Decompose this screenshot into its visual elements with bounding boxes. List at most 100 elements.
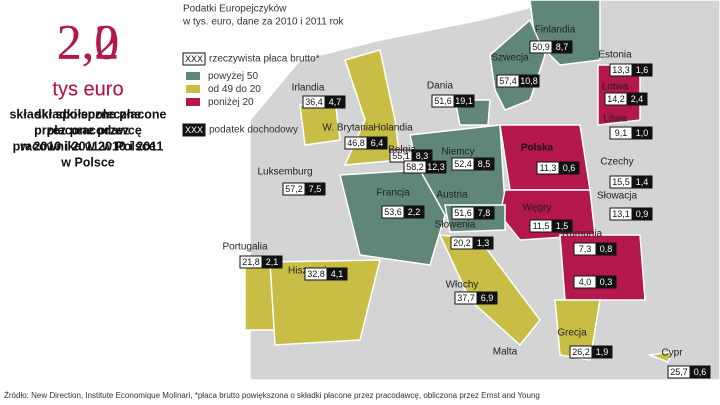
stat-value: 2,2 [57, 13, 120, 69]
stat-unit: tys euro [52, 78, 123, 100]
tax-value: 0,6 [563, 163, 576, 173]
wage-value: 52,4 [454, 159, 472, 169]
tax-box [631, 126, 653, 140]
tax-box [551, 219, 573, 233]
tax-value: 4,7 [329, 97, 342, 107]
wage-value: 57,2 [285, 184, 303, 194]
country-name: Węgry [523, 203, 552, 214]
wage-value: 50,9 [532, 42, 550, 52]
tax-box [261, 255, 283, 269]
tax-box [403, 205, 425, 219]
tax-value: 12,3 [427, 162, 445, 172]
legend-swatch [186, 85, 200, 93]
tax-box [326, 267, 348, 281]
tax-value: 19,1 [455, 96, 473, 106]
stat-desc: w 2010 i 2011 w Polsce [19, 139, 156, 153]
tax-value: XXX [185, 125, 203, 135]
country-name: Portugalia [222, 242, 267, 253]
tax-box [472, 236, 494, 250]
wage-value: 53,6 [384, 207, 402, 217]
wage-value: 26,2 [572, 347, 590, 357]
wage-value: 57,4 [499, 76, 517, 86]
tax-value: 1,3 [477, 238, 490, 248]
tax-value: 10,8 [520, 76, 538, 86]
country-name: Łotwa [602, 82, 629, 93]
wage-value: XXX [185, 54, 203, 64]
tax-box [595, 275, 617, 289]
title: Podatki Europejczyków [183, 4, 287, 15]
wage-value: 51,6 [434, 96, 452, 106]
tax-box [558, 161, 580, 175]
tax-value: 7,5 [309, 184, 322, 194]
stat-value: 2,0 [57, 13, 120, 69]
tax-box [304, 182, 326, 196]
wage-value: 51,6 [454, 208, 472, 218]
spain-shape [269, 259, 381, 346]
tax-box [473, 206, 495, 220]
tax-value: 1,5 [556, 221, 569, 231]
tax-value: 1,9 [596, 347, 609, 357]
source: Źródło: New Direction, Institute Economi… [4, 391, 540, 400]
wage-value: 55,1 [392, 151, 410, 161]
country-name: W. Brytania [322, 123, 374, 134]
country-name: Dania [427, 81, 454, 92]
tax-box [473, 157, 495, 171]
legend-swatch [186, 98, 200, 106]
country-name: Czechy [600, 157, 633, 168]
legend-label: podatek dochodowy [209, 125, 298, 136]
tax-value: 4,1 [331, 269, 344, 279]
stat-desc: pracownika w 2010 i 2011 [13, 139, 164, 153]
tax-box [689, 365, 711, 379]
legend-label: rzeczywista płaca brutto* [209, 54, 320, 65]
country-name: Francja [376, 188, 410, 199]
tax-box [631, 207, 653, 221]
stat-desc: składki społeczne płacone [9, 107, 166, 121]
wage-value: 4,0 [579, 277, 592, 287]
tax-box [591, 345, 613, 359]
subtitle: w tys. euro, dane za 2010 i 2011 rok [182, 17, 344, 28]
tax-box [551, 40, 573, 54]
tax-value: 6,9 [481, 293, 494, 303]
tax-box [626, 92, 648, 106]
left-panel-bg [0, 0, 175, 405]
tax-value: 2,1 [266, 257, 279, 267]
tax-value: 6,4 [371, 138, 384, 148]
legend-label: poniżej 20 [208, 97, 254, 108]
legend-swatch [186, 72, 200, 80]
poland-shape [499, 124, 591, 191]
tax-value: 0,8 [600, 244, 613, 254]
wage-value: 20,2 [453, 238, 471, 248]
country-name: Włochy [446, 280, 479, 291]
tax-box [425, 160, 447, 174]
tax-value: 8,5 [478, 159, 491, 169]
wage-value: 14,2 [607, 94, 625, 104]
country-name: Cypr [661, 348, 683, 359]
country-name: Słowenia [435, 220, 476, 231]
stat-desc: przez pracodawcę [34, 123, 142, 137]
wage-value: 13,1 [612, 209, 630, 219]
country-name: Litwa [603, 114, 627, 125]
country-name: Luksemburg [257, 167, 312, 178]
cyprus-shape [647, 351, 674, 363]
tax-value: 1,0 [636, 128, 649, 138]
tax-box [631, 175, 653, 189]
tax-value: 0,9 [636, 209, 649, 219]
country-name: Finlandia [535, 25, 576, 36]
country-name: Estonia [598, 50, 632, 61]
country-name: Grecja [557, 328, 587, 339]
tax-box [595, 242, 617, 256]
wage-value: 9,1 [615, 128, 628, 138]
stat-desc: w Polsce [60, 155, 115, 169]
tax-value: 8,3 [416, 151, 429, 161]
wage-value: 13,3 [612, 65, 630, 75]
tax-box [476, 291, 498, 305]
tax-value: 2,2 [408, 207, 421, 217]
tax-box [453, 94, 475, 108]
tax-value: 0,3 [600, 277, 613, 287]
country-name: Holandia [373, 123, 413, 134]
country-name: Belgia [388, 145, 416, 156]
wage-value: 15,5 [612, 177, 630, 187]
tax-value: 1,6 [636, 65, 649, 75]
